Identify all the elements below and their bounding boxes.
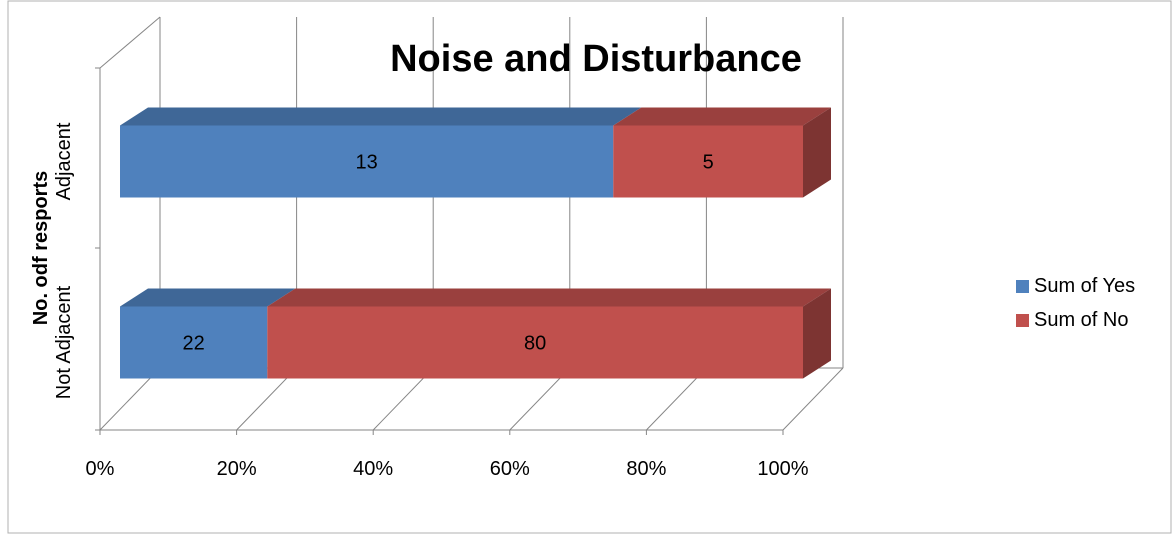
data-labels: 13 5 22 80 bbox=[183, 152, 714, 355]
legend: Sum of Yes Sum of No bbox=[1016, 275, 1135, 331]
category-label: Not Adjacent bbox=[53, 285, 75, 399]
chart-frame bbox=[7, 0, 1172, 534]
bar-segment bbox=[613, 125, 803, 198]
side-wall-top bbox=[99, 16, 161, 69]
bars bbox=[120, 107, 831, 379]
bar-segment bbox=[120, 306, 268, 379]
x-tick-label: 0% bbox=[86, 458, 115, 480]
data-label: 80 bbox=[524, 333, 546, 355]
bar-segment bbox=[120, 125, 614, 198]
bar-side-face bbox=[803, 288, 831, 379]
legend-swatch bbox=[1016, 280, 1029, 293]
x-tick-label: 20% bbox=[217, 458, 257, 480]
y-axis-title: No. odf resports bbox=[30, 171, 52, 325]
bar-top-face bbox=[613, 107, 831, 126]
data-label: 5 bbox=[703, 152, 714, 174]
x-tick-label: 60% bbox=[490, 458, 530, 480]
bar-side-face bbox=[803, 107, 831, 198]
category-label: Adjacent bbox=[53, 122, 75, 200]
legend-label: Sum of No bbox=[1034, 309, 1128, 331]
bar-top-face bbox=[120, 107, 642, 126]
data-label: 13 bbox=[356, 152, 378, 174]
x-tick-label: 80% bbox=[626, 458, 666, 480]
chart-title: Noise and Disturbance bbox=[390, 38, 802, 80]
x-tick-label: 40% bbox=[353, 458, 393, 480]
gridline-floor bbox=[782, 367, 844, 431]
legend-swatch bbox=[1016, 314, 1029, 327]
legend-label: Sum of Yes bbox=[1034, 275, 1135, 297]
bar-segment bbox=[267, 306, 803, 379]
axes: 0% 20% 40% 60% 80% 100% Adjacent Not Adjacent bbox=[53, 16, 809, 480]
data-label: 22 bbox=[183, 333, 205, 355]
bar-top-face bbox=[267, 288, 831, 307]
x-tick-label: 100% bbox=[757, 458, 808, 480]
bar-top-face bbox=[120, 288, 296, 307]
